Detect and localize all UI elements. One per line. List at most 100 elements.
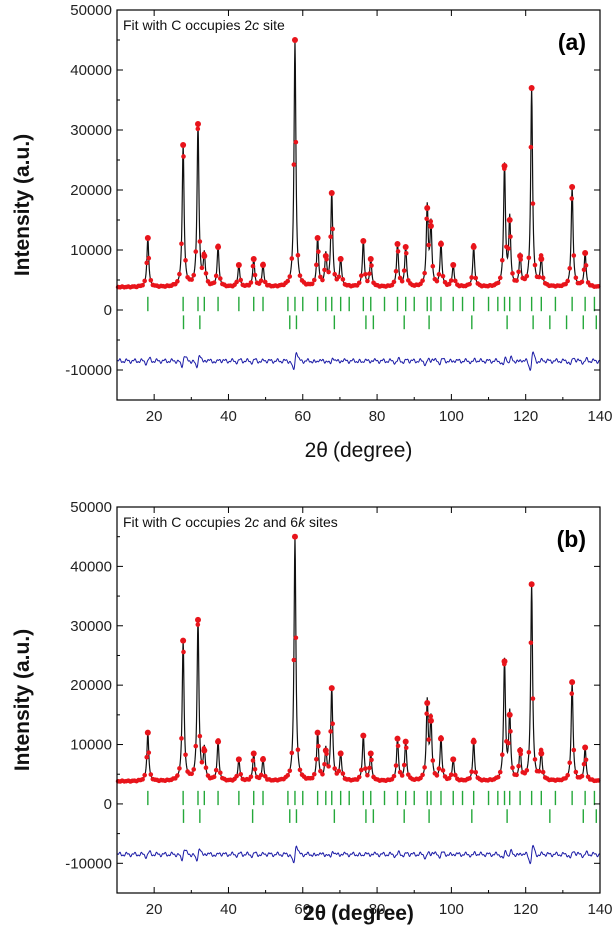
x-tick-label: 40 — [220, 901, 237, 918]
observed-point — [175, 279, 180, 284]
observed-point — [314, 263, 319, 268]
observed-peak-point — [315, 730, 321, 736]
observed-point — [204, 765, 209, 770]
observed-peak-point — [502, 163, 508, 169]
y-tick-label: 50000 — [70, 2, 112, 19]
observed-peak-point — [180, 638, 186, 644]
observed-point — [431, 758, 436, 763]
observed-peak-point — [338, 256, 344, 262]
x-tick-label: 100 — [439, 408, 464, 425]
observed-peak-point — [201, 747, 207, 753]
observed-point — [179, 736, 184, 741]
observed-peak-point — [471, 244, 477, 250]
observed-point — [449, 772, 454, 777]
observed-point — [496, 775, 501, 780]
observed-point — [149, 278, 154, 283]
observed-peak-point — [145, 235, 151, 241]
y-tick-label: 20000 — [70, 182, 112, 199]
observed-point — [363, 272, 368, 277]
observed-point — [441, 274, 446, 279]
observed-point — [214, 768, 219, 773]
observed-point — [298, 768, 303, 773]
observed-point — [424, 711, 429, 716]
observed-point — [200, 266, 205, 271]
observed-point — [144, 261, 149, 266]
observed-peak-point — [582, 745, 588, 751]
observed-point — [510, 765, 515, 770]
observed-peak-point — [403, 739, 409, 745]
observed-point — [312, 772, 317, 777]
observed-point — [285, 773, 290, 778]
x-tick-label: 140 — [587, 901, 612, 918]
observed-peak-point — [195, 121, 201, 127]
observed-peak-point — [502, 658, 508, 664]
observed-points — [116, 534, 601, 784]
bragg-ticks — [148, 791, 596, 823]
observed-point — [198, 734, 203, 739]
observed-point — [404, 251, 409, 256]
observed-peak-point — [195, 617, 201, 623]
observed-point — [582, 762, 587, 767]
observed-point — [469, 275, 474, 280]
observed-peak-point — [292, 37, 298, 43]
observed-point — [506, 246, 511, 251]
y-tick-label: 40000 — [70, 558, 112, 575]
observed-point — [177, 272, 182, 277]
y-tick-label: 0 — [104, 796, 112, 813]
observed-point — [449, 278, 454, 283]
observed-point — [341, 771, 346, 776]
observed-point — [435, 773, 440, 778]
observed-point — [140, 283, 145, 288]
observed-point — [582, 267, 587, 272]
observed-point — [437, 272, 442, 277]
observed-peak-point — [403, 244, 409, 250]
observed-point — [365, 279, 370, 284]
observed-point — [198, 239, 203, 244]
observed-point — [214, 274, 219, 279]
observed-point — [537, 769, 542, 774]
observed-peak-point — [395, 736, 401, 742]
observed-peak-point — [236, 262, 242, 268]
observed-peak-point — [215, 244, 221, 250]
observed-point — [469, 769, 474, 774]
observed-point — [253, 273, 258, 278]
observed-peak-point — [180, 142, 186, 148]
observed-point — [569, 691, 574, 696]
panel-b: -100000100002000030000400005000020 40 60 80… — [11, 499, 613, 925]
fit-annotation: Fit with C occupies 2c and 6k sites — [123, 514, 338, 530]
y-tick-label: 30000 — [70, 618, 112, 635]
observed-point — [251, 758, 256, 763]
observed-peak-point — [236, 756, 242, 762]
observed-point — [337, 769, 342, 774]
observed-peak-point — [292, 534, 298, 540]
observed-peak-point — [450, 262, 456, 268]
observed-point — [296, 747, 301, 752]
observed-peak-point — [507, 217, 513, 223]
observed-point — [435, 279, 440, 284]
observed-peak-point — [251, 256, 257, 262]
observed-point — [572, 253, 577, 258]
observed-peak-point — [145, 730, 151, 736]
observed-point — [294, 140, 299, 145]
y-axis-title: Intensity (a.u.) — [11, 134, 34, 276]
observed-point — [238, 772, 243, 777]
observed-point — [359, 768, 364, 773]
observed-point — [249, 774, 254, 779]
observed-peak-point — [538, 256, 544, 262]
observed-point — [422, 271, 427, 276]
observed-peak-point — [260, 756, 266, 762]
observed-point — [253, 767, 258, 772]
observed-point — [369, 758, 374, 763]
observed-point — [146, 256, 151, 261]
observed-point — [204, 271, 209, 276]
observed-point — [527, 255, 532, 260]
observed-point — [189, 277, 194, 282]
observed-point — [330, 721, 335, 726]
observed-point — [259, 278, 264, 283]
observed-peak-point — [315, 235, 321, 241]
observed-peak-point — [329, 685, 335, 691]
observed-peak-point — [438, 736, 444, 742]
observed-point — [525, 768, 530, 773]
observed-point — [394, 763, 399, 768]
calculated-profile-line — [117, 536, 600, 781]
